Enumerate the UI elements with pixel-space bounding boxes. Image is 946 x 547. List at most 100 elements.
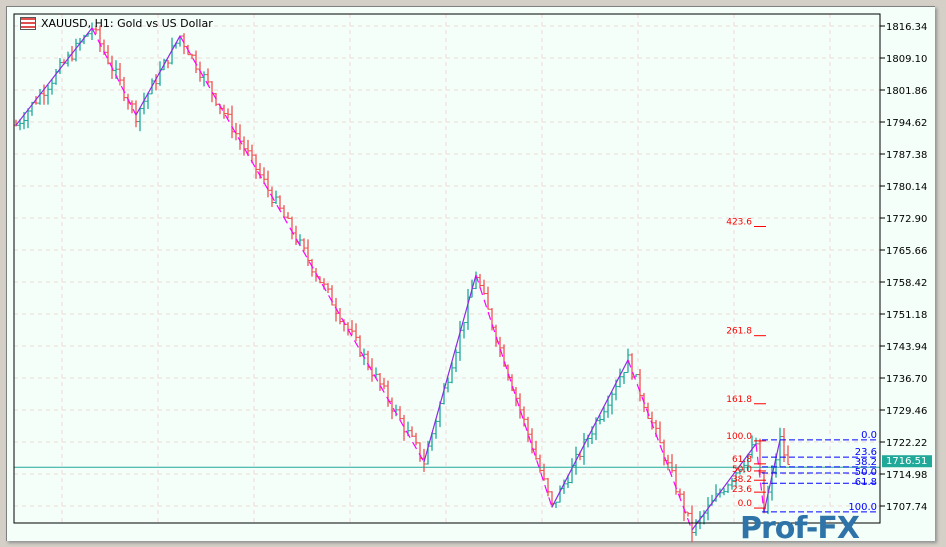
ohlc-bar xyxy=(622,371,626,385)
ohlc-bar xyxy=(354,323,358,342)
fib-right-label: 0.0 xyxy=(861,430,877,441)
ohlc-bar xyxy=(690,505,694,543)
ohlc-bar xyxy=(542,463,546,481)
current-price-badge xyxy=(882,455,932,468)
fib-right-label: 100.0 xyxy=(848,502,877,513)
ohlc-bar xyxy=(42,84,46,105)
ohlc-bar xyxy=(338,308,342,325)
ohlc-bar xyxy=(202,71,206,87)
ohlc-bar xyxy=(674,464,678,495)
ohlc-bar xyxy=(434,419,438,439)
y-axis-label: 1722.22 xyxy=(886,438,927,449)
zigzag-segment xyxy=(179,35,425,463)
ohlc-bar xyxy=(454,349,458,373)
ohlc-bar xyxy=(346,322,350,336)
ohlc-bar xyxy=(94,25,98,35)
ohlc-bar xyxy=(546,477,550,497)
ohlc-bar xyxy=(26,108,30,129)
ohlc-bar xyxy=(514,387,518,407)
ohlc-bar xyxy=(138,107,142,132)
ohlc-bar xyxy=(262,167,266,185)
ohlc-bar xyxy=(534,440,538,460)
zigzag-segment xyxy=(423,274,477,463)
plot-border xyxy=(13,13,881,524)
ohlc-bar xyxy=(738,469,742,475)
ohlc-bar xyxy=(250,144,254,164)
ohlc-bar xyxy=(730,477,734,490)
ohlc-bar xyxy=(334,297,338,322)
ohlc-bar xyxy=(722,488,726,496)
ohlc-bar xyxy=(482,279,486,295)
fib-left-label: 161.8 xyxy=(726,395,752,405)
fib-right-label: 61.8 xyxy=(855,477,877,488)
ohlc-bar xyxy=(650,411,654,430)
ohlc-bar xyxy=(190,53,194,60)
ohlc-bar xyxy=(350,320,354,335)
ohlc-bar xyxy=(106,45,110,65)
ohlc-bar xyxy=(646,402,650,419)
ohlc-bar xyxy=(786,445,790,466)
ohlc-bar xyxy=(230,105,234,139)
ohlc-bar xyxy=(750,435,754,459)
ohlc-bar xyxy=(386,380,390,407)
ohlc-bar xyxy=(778,427,782,467)
ohlc-bar xyxy=(214,92,218,107)
zigzag-segment xyxy=(475,274,553,508)
chart-title: XAUUSD, H1: Gold vs US Dollar xyxy=(20,17,213,30)
ohlc-bar xyxy=(402,414,406,441)
ohlc-bar xyxy=(118,63,122,86)
ohlc-bar xyxy=(46,84,50,105)
ohlc-bar xyxy=(782,428,786,463)
zigzag-segment xyxy=(15,27,93,126)
y-axis-label: 1714.98 xyxy=(886,470,927,481)
ohlc-bar xyxy=(122,76,126,102)
y-axis-label: 1780.14 xyxy=(886,182,927,193)
ohlc-bar xyxy=(206,68,210,85)
chart-window-icon xyxy=(20,17,36,30)
ohlc-bar xyxy=(686,511,690,517)
ohlc-bar xyxy=(610,391,614,415)
y-axis-label: 1801.86 xyxy=(886,86,927,97)
zigzag-segment xyxy=(755,443,765,512)
watermark-text: Prof-FX xyxy=(740,511,860,546)
ohlc-bar xyxy=(618,368,622,388)
ohlc-bar xyxy=(286,212,290,219)
ohlc-bar xyxy=(182,33,186,55)
y-axis-label: 1751.18 xyxy=(886,310,927,321)
ohlc-bar xyxy=(398,406,402,420)
ohlc-bar xyxy=(378,373,382,391)
ohlc-bar xyxy=(518,393,522,419)
ohlc-bar xyxy=(726,483,730,494)
y-axis-label: 1736.70 xyxy=(886,374,927,385)
current-price-label: 1716.51 xyxy=(886,456,927,467)
ohlc-bar xyxy=(242,136,246,156)
ohlc-bar xyxy=(130,100,134,114)
y-axis-label: 1794.62 xyxy=(886,118,927,129)
ohlc-bar xyxy=(50,79,54,95)
y-axis-label: 1816.34 xyxy=(886,22,927,33)
ohlc-bar xyxy=(418,442,422,462)
ohlc-bar xyxy=(670,454,674,473)
ohlc-bar xyxy=(306,239,310,267)
ohlc-bar xyxy=(382,378,386,390)
ohlc-bar xyxy=(166,59,170,69)
fib-left-label: 23.6 xyxy=(732,485,752,495)
ohlc-bar xyxy=(74,38,78,62)
fib-right-label: 50.0 xyxy=(855,467,877,478)
fib-left-label: 50.0 xyxy=(732,465,752,475)
ohlc-bar xyxy=(494,324,498,347)
fib-left-label: 0.0 xyxy=(738,499,753,509)
zigzag-segment xyxy=(691,443,757,531)
y-axis-label: 1787.38 xyxy=(886,150,927,161)
ohlc-bar xyxy=(358,335,362,358)
ohlc-bar xyxy=(734,471,738,488)
ohlc-bar xyxy=(486,286,490,310)
zigzag-segment xyxy=(551,359,629,508)
y-axis-label: 1758.42 xyxy=(886,278,927,289)
ohlc-bar xyxy=(658,421,662,444)
y-axis-label: 1743.94 xyxy=(886,342,927,353)
ohlc-bar xyxy=(278,195,282,211)
ohlc-bar xyxy=(282,205,286,218)
